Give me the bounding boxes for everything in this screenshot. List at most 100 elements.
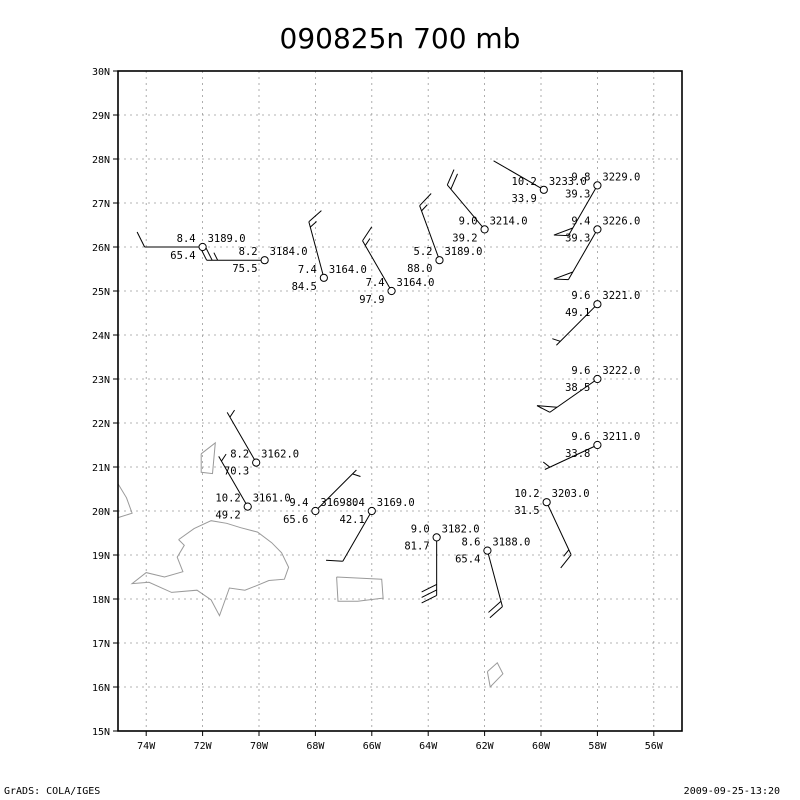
lat-tick-label: 15N [92, 727, 110, 738]
barb-half [542, 461, 551, 468]
barb-shaft [315, 469, 357, 512]
station-geopotential-height: 3182.0 [442, 523, 480, 535]
barb-half [421, 204, 428, 212]
coastline-cuba-tip [117, 483, 133, 519]
station-humidity: 70.3 [224, 466, 249, 478]
barb-full [489, 606, 503, 619]
wind-barb-s06 [446, 169, 485, 230]
barb-shaft [493, 160, 545, 191]
lat-tick-label: 21N [92, 463, 110, 474]
station-geopotential-height: 3162.0 [261, 449, 299, 461]
station-temperature: 8.2 [230, 449, 249, 461]
barb-full [488, 600, 502, 613]
barb-full [326, 559, 343, 562]
station-temperature: 9.6 [571, 290, 590, 302]
station-humidity: 49.1 [565, 307, 590, 319]
barb-half [552, 338, 561, 342]
station-geopotential-height: 3214.0 [490, 215, 528, 227]
station-geopotential-height: 3161.0 [253, 493, 291, 505]
lat-tick-label: 22N [92, 419, 110, 430]
wind-barb-s07 [493, 160, 545, 191]
station-s06: 9.0 39.2 3214.0 [452, 215, 527, 244]
station-marker [483, 546, 492, 555]
lat-tick-label: 19N [92, 551, 110, 562]
station-humidity: 65.6 [283, 514, 308, 526]
barb-half [563, 549, 570, 557]
station-geopotential-height: 3189.0 [208, 233, 246, 245]
station-humidity: 97.9 [359, 294, 384, 306]
barb-shaft [362, 240, 392, 292]
barb-shaft [446, 184, 485, 230]
station-temperature: 8.4 [177, 233, 196, 245]
lat-tick-label: 18N [92, 595, 110, 606]
station-marker [243, 502, 252, 511]
lat-tick-label: 27N [92, 199, 110, 210]
station-temperature: 9.8 [571, 171, 590, 183]
wind-barbs [136, 160, 598, 619]
station-marker [311, 506, 320, 516]
barb-shaft [544, 444, 598, 470]
station-s11: 9.6 38.5 3222.0 [565, 365, 640, 394]
station-humidity: 84.5 [292, 281, 317, 293]
station-humidity: 49.2 [215, 510, 240, 522]
barb-pennant [536, 405, 558, 413]
station-s09: 9.4 39.3 3226.0 [565, 215, 640, 244]
barb-full [136, 231, 146, 248]
wind-barb-s01 [136, 231, 203, 248]
station-humidity: 65.4 [170, 250, 195, 262]
axis-ticks: 74W 72W 70W 68W 66W 64W 62W 60W 58W 56W 15N 16N 17N 1… [92, 67, 664, 752]
station-humidity: 39.2 [452, 232, 477, 244]
lat-tick-label: 23N [92, 375, 110, 386]
station-observations: 8.465.43189.08.275.53184.07.484.53164.07… [170, 171, 640, 565]
station-temperature: 9.6 [571, 365, 590, 377]
station-s10: 9.6 49.1 3221.0 [565, 290, 640, 319]
station-geopotential-height: 3164.0 [329, 264, 367, 276]
station-s03: 7.4 84.5 3164.0 [292, 264, 367, 293]
station-geopotential-height: 3221.0 [602, 290, 640, 302]
station-s18: 8.6 65.4 3188.0 [455, 537, 530, 566]
station-marker [542, 498, 551, 507]
station-marker [593, 300, 602, 309]
lat-tick-label: 17N [92, 639, 110, 650]
barb-half [229, 409, 235, 418]
station-s12: 9.6 33.8 3211.0 [565, 431, 640, 460]
station-temperature: 7.4 [298, 264, 317, 276]
barb-half [309, 221, 317, 228]
wind-barb-s10 [552, 303, 598, 346]
barb-shaft [486, 550, 503, 607]
station-s07: 10.2 33.9 3233.0 [512, 176, 587, 205]
station-marker [260, 256, 269, 265]
station-temperature: 8.6 [461, 537, 480, 549]
station-humidity: 75.5 [232, 263, 257, 275]
station-marker [539, 185, 548, 194]
station-humidity: 42.1 [340, 514, 365, 526]
coastline-turks-caicos [200, 441, 216, 475]
station-marker [252, 458, 261, 467]
barb-shaft [308, 221, 325, 278]
station-marker [593, 374, 602, 384]
wind-barb-s16 [326, 510, 373, 562]
station-s16: 8.4 42.1 3169.0 [340, 497, 415, 526]
barb-full [560, 554, 572, 569]
station-temperature: 9.4 [571, 215, 590, 227]
barb-shaft [226, 412, 257, 463]
station-geopotential-height: 3203.0 [552, 488, 590, 500]
station-humidity: 65.4 [455, 554, 480, 566]
map-title: 090825n 700 mb [279, 22, 521, 55]
station-s14: 10.2 49.2 3161.0 [215, 493, 290, 522]
coastlines [117, 441, 504, 689]
coastline-virgin-is [486, 661, 504, 689]
barb-shaft [342, 510, 373, 562]
station-marker [319, 273, 328, 282]
station-humidity: 39.3 [565, 188, 590, 200]
station-geopotential-height: 3169.0 [377, 497, 415, 509]
station-geopotential-height: 3211.0 [602, 431, 640, 443]
station-marker [593, 181, 602, 190]
station-humidity: 38.5 [565, 382, 590, 394]
footer-timestamp: 2009-09-25-13:20 [683, 786, 780, 797]
station-s01: 8.4 65.4 3189.0 [170, 233, 245, 262]
lat-tick-label: 30N [92, 67, 110, 78]
barb-shaft [567, 229, 598, 280]
lat-tick-label: 29N [92, 111, 110, 122]
barb-full [362, 226, 373, 242]
